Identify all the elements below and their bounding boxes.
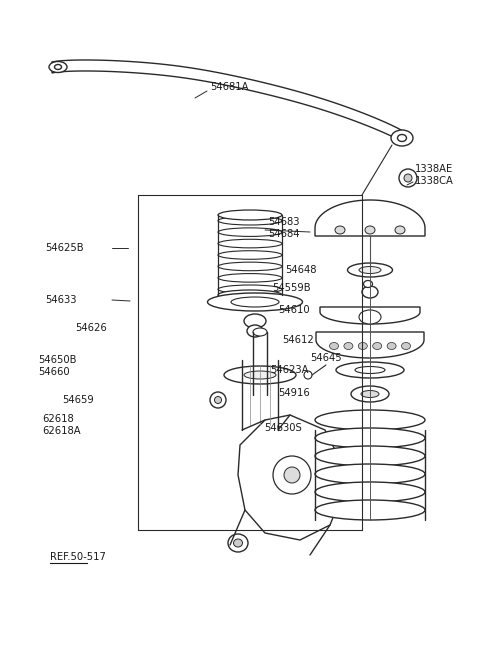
Ellipse shape bbox=[358, 343, 367, 350]
Ellipse shape bbox=[351, 386, 389, 402]
Ellipse shape bbox=[355, 367, 385, 373]
Text: 54559B: 54559B bbox=[272, 283, 311, 293]
Ellipse shape bbox=[329, 343, 338, 350]
Text: 54681A: 54681A bbox=[210, 82, 249, 92]
Polygon shape bbox=[315, 200, 425, 236]
Ellipse shape bbox=[315, 482, 425, 502]
Ellipse shape bbox=[210, 392, 226, 408]
Text: 54648: 54648 bbox=[285, 265, 316, 275]
Ellipse shape bbox=[372, 343, 382, 350]
Ellipse shape bbox=[315, 428, 425, 448]
Text: 54612: 54612 bbox=[282, 335, 314, 345]
Polygon shape bbox=[52, 60, 405, 144]
Ellipse shape bbox=[244, 371, 276, 379]
Ellipse shape bbox=[247, 325, 263, 337]
Ellipse shape bbox=[336, 362, 404, 378]
Ellipse shape bbox=[55, 64, 61, 69]
Ellipse shape bbox=[218, 228, 282, 236]
Ellipse shape bbox=[395, 226, 405, 234]
Ellipse shape bbox=[315, 446, 425, 466]
Ellipse shape bbox=[218, 274, 282, 282]
Text: 54645: 54645 bbox=[310, 353, 342, 363]
Ellipse shape bbox=[224, 366, 296, 384]
Ellipse shape bbox=[363, 280, 372, 288]
Ellipse shape bbox=[218, 285, 282, 293]
Text: 54623A: 54623A bbox=[270, 365, 309, 375]
Ellipse shape bbox=[218, 251, 282, 259]
Polygon shape bbox=[238, 415, 342, 540]
Text: 62618
62618A: 62618 62618A bbox=[42, 414, 81, 436]
Ellipse shape bbox=[344, 343, 353, 350]
Ellipse shape bbox=[362, 286, 378, 298]
Ellipse shape bbox=[399, 169, 417, 187]
Ellipse shape bbox=[207, 293, 302, 311]
Ellipse shape bbox=[361, 390, 379, 398]
Ellipse shape bbox=[365, 226, 375, 234]
Text: 54610: 54610 bbox=[278, 305, 310, 315]
Ellipse shape bbox=[284, 467, 300, 483]
Ellipse shape bbox=[315, 500, 425, 520]
Ellipse shape bbox=[218, 216, 282, 225]
Ellipse shape bbox=[401, 343, 410, 350]
Ellipse shape bbox=[228, 534, 248, 552]
Ellipse shape bbox=[218, 290, 282, 300]
Ellipse shape bbox=[218, 262, 282, 271]
Ellipse shape bbox=[215, 396, 221, 403]
Ellipse shape bbox=[315, 410, 425, 430]
Text: 54916: 54916 bbox=[278, 388, 310, 398]
Text: 54633: 54633 bbox=[45, 295, 76, 305]
Ellipse shape bbox=[218, 210, 282, 220]
Ellipse shape bbox=[49, 62, 67, 73]
Ellipse shape bbox=[304, 371, 312, 379]
Ellipse shape bbox=[233, 539, 242, 547]
Ellipse shape bbox=[359, 310, 381, 324]
Ellipse shape bbox=[397, 134, 407, 141]
Text: REF.50-517: REF.50-517 bbox=[50, 552, 106, 562]
Ellipse shape bbox=[335, 226, 345, 234]
Ellipse shape bbox=[359, 267, 381, 274]
Text: 54630S: 54630S bbox=[264, 423, 302, 433]
Text: 1338AE
1338CA: 1338AE 1338CA bbox=[415, 164, 454, 186]
Ellipse shape bbox=[348, 263, 393, 277]
Ellipse shape bbox=[315, 464, 425, 484]
Text: 54650B
54660: 54650B 54660 bbox=[38, 355, 76, 377]
Text: 54683
54684: 54683 54684 bbox=[268, 217, 300, 239]
Text: 54659: 54659 bbox=[62, 395, 94, 405]
Ellipse shape bbox=[253, 328, 267, 336]
Text: 54626: 54626 bbox=[75, 323, 107, 333]
Ellipse shape bbox=[218, 239, 282, 248]
Polygon shape bbox=[320, 307, 420, 324]
Ellipse shape bbox=[387, 343, 396, 350]
Polygon shape bbox=[316, 332, 424, 358]
Ellipse shape bbox=[273, 456, 311, 494]
Text: 54625B: 54625B bbox=[45, 243, 84, 253]
Ellipse shape bbox=[231, 297, 279, 307]
Ellipse shape bbox=[244, 314, 266, 328]
Ellipse shape bbox=[404, 174, 412, 182]
Ellipse shape bbox=[391, 130, 413, 146]
